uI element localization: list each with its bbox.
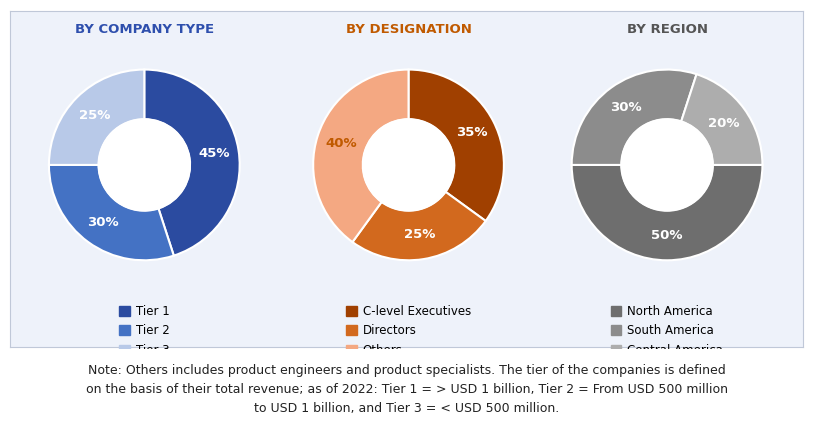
- Wedge shape: [353, 192, 485, 260]
- Text: 25%: 25%: [79, 108, 110, 122]
- Text: 35%: 35%: [455, 126, 487, 139]
- Title: BY REGION: BY REGION: [627, 23, 707, 36]
- Legend: North America, South America, Central America: North America, South America, Central Am…: [611, 305, 724, 357]
- Wedge shape: [572, 69, 697, 165]
- Circle shape: [98, 119, 190, 210]
- Title: BY DESIGNATION: BY DESIGNATION: [346, 23, 472, 36]
- Wedge shape: [49, 69, 145, 165]
- Wedge shape: [408, 69, 504, 221]
- Text: 50%: 50%: [651, 229, 683, 242]
- Wedge shape: [572, 165, 763, 260]
- Text: Note: Others includes product engineers and product specialists. The tier of the: Note: Others includes product engineers …: [85, 365, 728, 415]
- Legend: C-level Executives, Directors, Others: C-level Executives, Directors, Others: [346, 305, 471, 357]
- Text: 30%: 30%: [610, 101, 641, 114]
- Text: 25%: 25%: [404, 228, 435, 241]
- Text: 20%: 20%: [708, 117, 740, 130]
- Wedge shape: [681, 74, 763, 165]
- Text: 45%: 45%: [198, 148, 230, 161]
- Text: 30%: 30%: [87, 216, 119, 229]
- Legend: Tier 1, Tier 2, Tier 3: Tier 1, Tier 2, Tier 3: [120, 305, 169, 357]
- Wedge shape: [313, 69, 409, 242]
- Circle shape: [621, 119, 713, 210]
- Circle shape: [363, 119, 454, 210]
- Text: 40%: 40%: [325, 137, 357, 150]
- Title: BY COMPANY TYPE: BY COMPANY TYPE: [75, 23, 214, 36]
- Wedge shape: [144, 69, 240, 256]
- Wedge shape: [49, 165, 174, 260]
